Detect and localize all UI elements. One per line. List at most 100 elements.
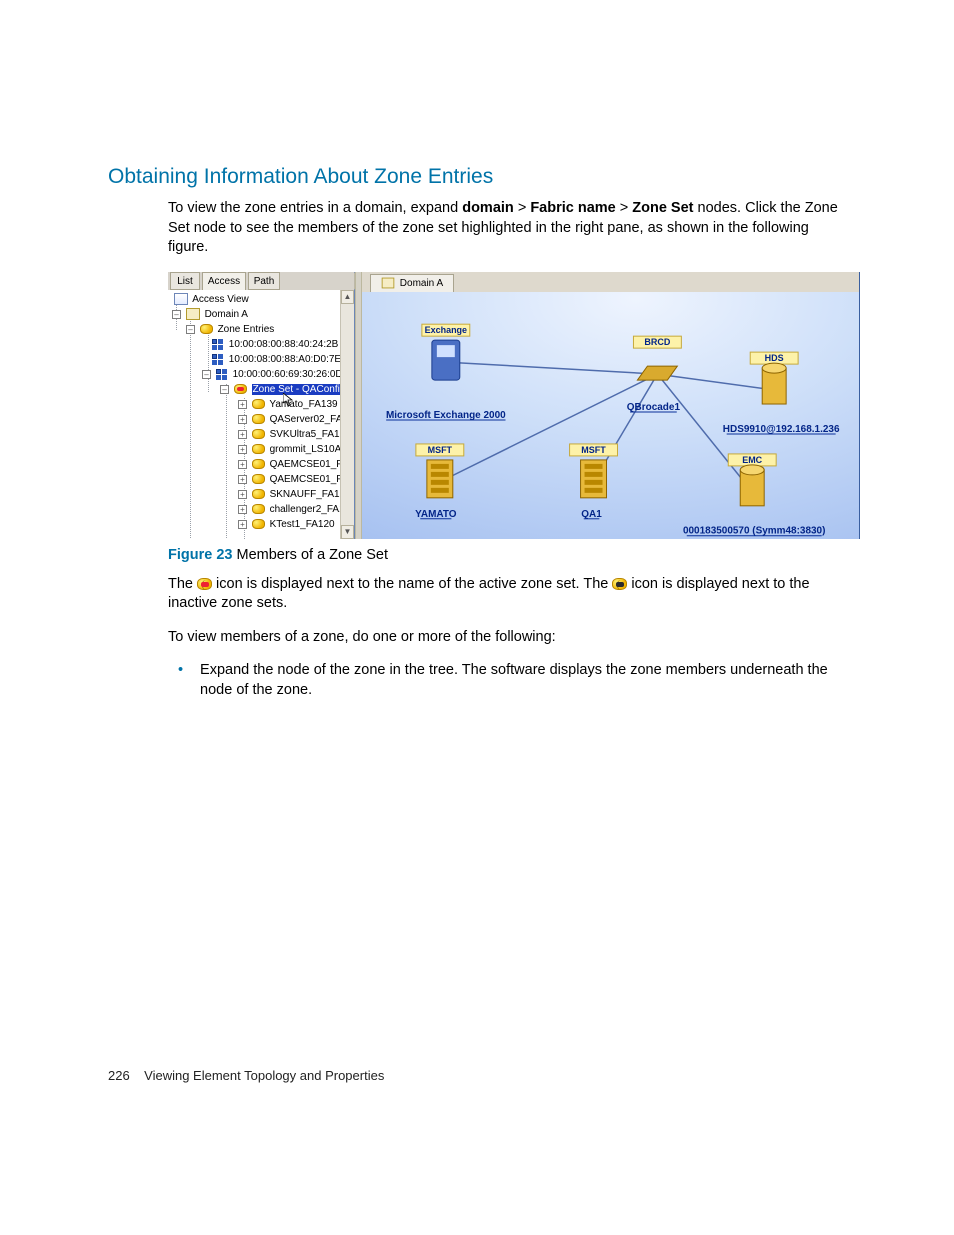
text: > (518, 200, 531, 216)
collapse-icon[interactable]: – (172, 310, 181, 319)
text: The (168, 576, 197, 592)
svg-text:MSFT: MSFT (428, 445, 453, 455)
tree-guide (226, 384, 227, 539)
splitter[interactable] (355, 272, 362, 539)
instructions-paragraph: To view members of a zone, do one or mor… (168, 628, 846, 648)
tree-label: grommit_LS10A (270, 444, 342, 455)
svg-text:BRCD: BRCD (644, 337, 670, 347)
topology-node-msft2[interactable]: MSFTQA1 (570, 444, 618, 520)
tree-port[interactable]: 10:00:08:00:88:40:24:2B (212, 338, 338, 352)
tree-zone[interactable]: + SVKUltra5_FA13E (238, 428, 352, 442)
bold-domain: domain (462, 200, 514, 216)
zone-icon (252, 504, 265, 514)
footer-chapter: Viewing Element Topology and Properties (144, 1068, 384, 1083)
tree-zone[interactable]: + Yamato_FA139 (238, 398, 338, 412)
bullet-dot: • (178, 661, 196, 681)
expand-icon[interactable]: + (238, 490, 247, 499)
text: icon is displayed next to the name of th… (216, 576, 612, 592)
tree-zone[interactable]: + QAServer02_FA1 (238, 413, 348, 427)
expand-icon[interactable]: + (238, 400, 247, 409)
tree-zone[interactable]: + grommit_LS10A (238, 443, 341, 457)
expand-icon[interactable]: + (238, 445, 247, 454)
tree-zone[interactable]: + KTest1_FA120 (238, 518, 335, 532)
zone-icon (252, 429, 265, 439)
tree-panel: List Access Path Access View (168, 272, 355, 539)
tree-zone-entries[interactable]: – Zone Entries (186, 323, 274, 337)
topology-link (657, 374, 774, 390)
collapse-icon[interactable]: – (220, 385, 229, 394)
expand-icon[interactable]: + (238, 430, 247, 439)
tree-zone[interactable]: + QAEMCSE01_FA (238, 458, 348, 472)
expand-icon[interactable]: + (238, 460, 247, 469)
bold-zoneset: Zone Set (632, 200, 693, 216)
topology-node-brcd[interactable]: BRCD QBrocade1 (627, 336, 682, 413)
topology-panel: Domain A Exchange Microsoft Exchange 2000… (362, 272, 859, 539)
zone-icon (252, 459, 265, 469)
tree-zone[interactable]: + QAEMCSE01_FA (238, 473, 348, 487)
tree-zone[interactable]: + challenger2_FA16 (238, 503, 350, 517)
tree-label: Zone Entries (218, 324, 275, 335)
tree-label: Access View (192, 294, 249, 305)
expand-icon[interactable]: + (238, 505, 247, 514)
svg-text:Exchange: Exchange (425, 325, 467, 335)
node-label: QA1 (581, 508, 602, 519)
tab-access[interactable]: Access (202, 272, 246, 290)
collapse-icon[interactable]: – (186, 325, 195, 334)
tree-domain[interactable]: – Domain A (172, 308, 248, 322)
tab-list[interactable]: List (170, 272, 200, 290)
topology-node-exchange[interactable]: Exchange Microsoft Exchange 2000 (386, 324, 506, 421)
text: To view the zone entries in a domain, ex… (168, 200, 462, 216)
tree-label: QAServer02_FA1 (270, 414, 348, 425)
node-label: Microsoft Exchange 2000 (386, 410, 506, 421)
figure-caption: Figure 23 Members of a Zone Set (168, 547, 846, 563)
node-label: QBrocade1 (627, 402, 681, 413)
figure-title: Members of a Zone Set (237, 547, 389, 563)
topology-tab-label: Domain A (400, 278, 443, 289)
scroll-down-icon[interactable]: ▼ (341, 525, 354, 539)
topology-tabs: Domain A (362, 272, 859, 292)
zoneset-active-icon (234, 384, 247, 394)
tree-label: SKNAUFF_FA16/ (270, 489, 348, 500)
scroll-up-icon[interactable]: ▲ (341, 290, 354, 304)
tree-label: QAEMCSE01_FA (270, 459, 349, 470)
bullet-text: Expand the node of the zone in the tree.… (200, 661, 840, 700)
node-label: HDS9910@192.168.1.236 (723, 424, 840, 435)
tree-guide (190, 314, 191, 539)
topology-tab-domain[interactable]: Domain A (370, 274, 454, 292)
icon-explain-paragraph: The icon is displayed next to the name o… (168, 575, 846, 614)
topology-svg: Exchange Microsoft Exchange 2000 BRCD QBroc… (362, 292, 859, 539)
expand-icon[interactable]: + (238, 475, 247, 484)
expand-icon[interactable]: + (238, 415, 247, 424)
node-label: 000183500570 (Symm48:3830) (683, 525, 825, 536)
domain-icon (186, 308, 200, 320)
tree-label-selected: Zone Set - QAConfig01 (252, 384, 354, 395)
topology-body[interactable]: Exchange Microsoft Exchange 2000 BRCD QBroc… (362, 292, 859, 539)
port-icon (212, 339, 224, 349)
port-icon (212, 354, 224, 364)
tree-port[interactable]: 10:00:08:00:88:A0:D0:7E (212, 353, 341, 367)
expand-icon[interactable]: + (238, 520, 247, 529)
tree-scrollbar[interactable]: ▲ ▼ (340, 290, 354, 539)
topology-node-hds[interactable]: HDSHDS9910@192.168.1.236 (723, 352, 840, 435)
bullet-item: • Expand the node of the zone in the tre… (178, 661, 846, 700)
topology-node-emc[interactable]: EMC000183500570 (Symm48:3830) (683, 454, 825, 537)
tree-body[interactable]: Access View – Domain A – Zone Entries (168, 290, 354, 539)
tree-guide (208, 332, 209, 392)
tree-zone[interactable]: + SKNAUFF_FA16/ (238, 488, 348, 502)
collapse-icon[interactable]: – (202, 370, 211, 379)
zone-icon (252, 489, 265, 499)
topology-node-msft1[interactable]: MSFT YAMATO (415, 444, 464, 520)
node-label: YAMATO (415, 508, 457, 519)
tree-port-expanded[interactable]: – 10:00:00:60:69:30:26:0D (202, 368, 343, 382)
section-heading: Obtaining Information About Zone Entries (108, 165, 846, 189)
tree-root[interactable]: Access View (174, 293, 249, 307)
access-view-icon (174, 293, 188, 305)
zoneset-active-icon (197, 578, 212, 590)
tab-path[interactable]: Path (248, 272, 280, 290)
topology-link (446, 362, 658, 374)
tree-label: Yamato_FA139 (269, 399, 337, 410)
page: Obtaining Information About Zone Entries… (0, 0, 954, 1235)
tree-zoneset-selected[interactable]: – Zone Set - QAConfig01 (220, 383, 354, 397)
tree-label: Domain A (205, 309, 248, 320)
tree-label: KTest1_FA120 (270, 519, 335, 530)
